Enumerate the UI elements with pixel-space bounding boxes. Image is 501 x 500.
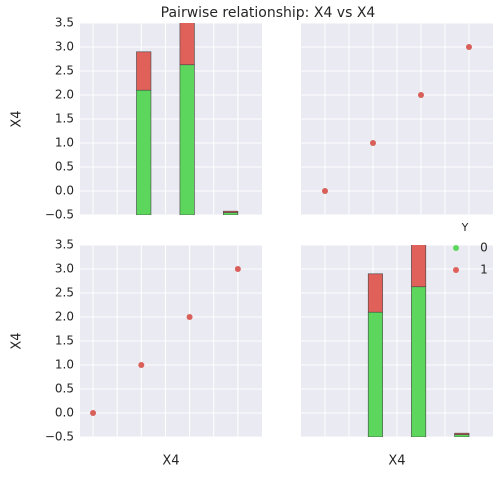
histogram-bar bbox=[454, 434, 470, 437]
plot-area bbox=[322, 44, 472, 194]
y-tick-label: 1.0 bbox=[55, 136, 74, 150]
y-axis-label: X4 bbox=[10, 332, 25, 349]
scatter-point bbox=[466, 44, 472, 50]
y-tick-label: 2.5 bbox=[55, 64, 74, 78]
panel: −0.5 0.0 0.5 1.0 1.5 2.0 2.5 3.0 3.5 bbox=[45, 16, 262, 222]
histogram-bar bbox=[136, 89, 152, 215]
scatter-point bbox=[370, 140, 376, 146]
y-tick-label: 0.5 bbox=[55, 160, 74, 174]
plot-area bbox=[367, 245, 470, 437]
panel bbox=[301, 22, 493, 216]
chart-title: Pairwise relationship: X4 vs X4 bbox=[161, 5, 376, 21]
legend-label: 0 bbox=[480, 241, 488, 255]
scatter-point bbox=[234, 266, 241, 272]
scatter-point bbox=[90, 410, 97, 416]
histogram-bar bbox=[454, 432, 470, 435]
histogram-bar bbox=[136, 51, 152, 91]
legend-marker bbox=[453, 245, 459, 251]
legend-title: Y bbox=[461, 221, 469, 234]
scatter-point bbox=[418, 92, 424, 98]
histogram-bar bbox=[179, 64, 195, 215]
scatter-point bbox=[138, 362, 145, 368]
y-tick-label: 0.0 bbox=[55, 184, 74, 198]
histogram-bar bbox=[179, 23, 195, 66]
y-tick-label: 2.0 bbox=[55, 88, 74, 102]
plot-area bbox=[90, 266, 241, 416]
histogram-bar bbox=[367, 273, 383, 313]
panel bbox=[301, 244, 493, 438]
y-tick-label: 0.5 bbox=[55, 382, 74, 396]
y-axis-label: X4 bbox=[10, 110, 25, 127]
y-tick-label: 3.5 bbox=[55, 238, 74, 252]
legend-label: 1 bbox=[480, 263, 488, 277]
x-axis-label: X4 bbox=[162, 454, 179, 469]
y-tick-label: −0.5 bbox=[45, 430, 74, 444]
y-tick-label: 1.5 bbox=[55, 112, 74, 126]
scatter-point bbox=[186, 314, 193, 320]
y-tick-label: 2.5 bbox=[55, 286, 74, 300]
histogram-bar bbox=[411, 286, 427, 437]
panel: −0.5 0.0 0.5 1.0 1.5 2.0 2.5 3.0 3.5 bbox=[45, 238, 262, 444]
scatter-point bbox=[322, 188, 328, 194]
x-axis-label: X4 bbox=[388, 454, 405, 469]
y-tick-label: 3.0 bbox=[55, 262, 74, 276]
y-tick-label: −0.5 bbox=[45, 208, 74, 222]
plot-area bbox=[136, 23, 239, 215]
y-tick-label: 3.0 bbox=[55, 40, 74, 54]
y-tick-label: 2.0 bbox=[55, 310, 74, 324]
y-tick-label: 3.5 bbox=[55, 16, 74, 30]
histogram-bar bbox=[411, 245, 427, 288]
y-tick-label: 0.0 bbox=[55, 406, 74, 420]
y-tick-label: 1.0 bbox=[55, 358, 74, 372]
histogram-bar bbox=[223, 210, 239, 213]
histogram-bar bbox=[367, 311, 383, 437]
histogram-bar bbox=[223, 212, 239, 215]
y-tick-label: 1.5 bbox=[55, 334, 74, 348]
legend-marker bbox=[453, 267, 459, 273]
